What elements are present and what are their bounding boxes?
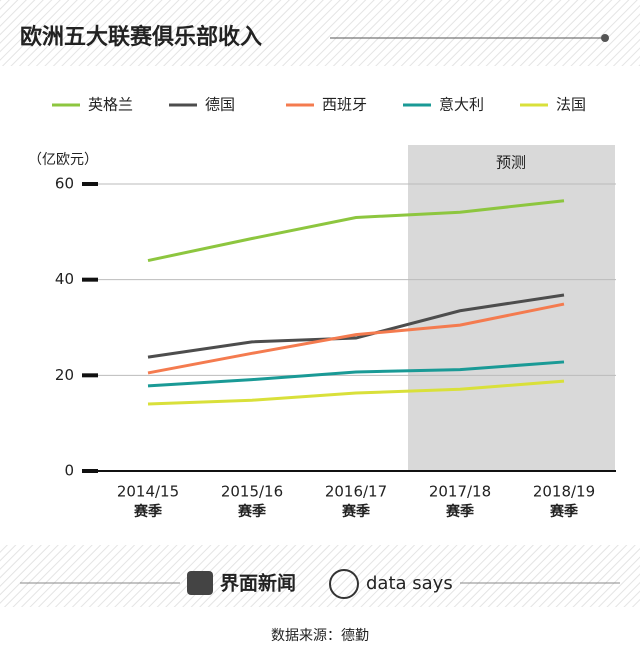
title-dot [601, 34, 609, 42]
y-tick-label: 20 [55, 366, 74, 384]
x-tick-sublabel: 赛季 [445, 503, 474, 520]
x-tick-sublabel: 赛季 [133, 503, 162, 520]
x-tick-label: 2017/18 [429, 483, 491, 501]
footer-band [0, 545, 640, 607]
legend-label: 意大利 [439, 96, 484, 114]
x-tick-sublabel: 赛季 [341, 503, 370, 520]
source: 数据来源：德勤 [271, 628, 369, 644]
y-tick-label: 60 [55, 175, 74, 193]
brand: 界面新闻 [220, 572, 296, 595]
series-line [147, 379, 565, 406]
series-line [147, 360, 565, 388]
x-tick-label: 2018/19 [533, 483, 595, 501]
brand-icon [187, 571, 213, 595]
y-tick-label: 40 [55, 270, 74, 288]
brand2: data says [366, 573, 453, 594]
series-line [147, 293, 565, 359]
x-tick-label: 2016/17 [325, 483, 387, 501]
legend-label: 西班牙 [322, 96, 367, 114]
x-tick-label: 2015/16 [221, 483, 283, 501]
legend-label: 德国 [205, 96, 235, 114]
x-tick-sublabel: 赛季 [237, 503, 266, 520]
brand2-icon [329, 569, 359, 599]
legend-label: 英格兰 [88, 96, 133, 114]
forecast-label: 预测 [496, 154, 526, 172]
y-axis-label: （亿欧元） [28, 152, 98, 168]
chart-title: 欧洲五大联赛俱乐部收入 [20, 24, 262, 50]
series-line [147, 199, 565, 263]
legend-label: 法国 [556, 96, 586, 114]
y-tick-label: 0 [64, 462, 74, 480]
header-band [0, 0, 640, 66]
forecast-region [408, 145, 615, 471]
x-tick-sublabel: 赛季 [549, 503, 578, 520]
x-tick-label: 2014/15 [117, 483, 179, 501]
series-line [147, 302, 565, 375]
